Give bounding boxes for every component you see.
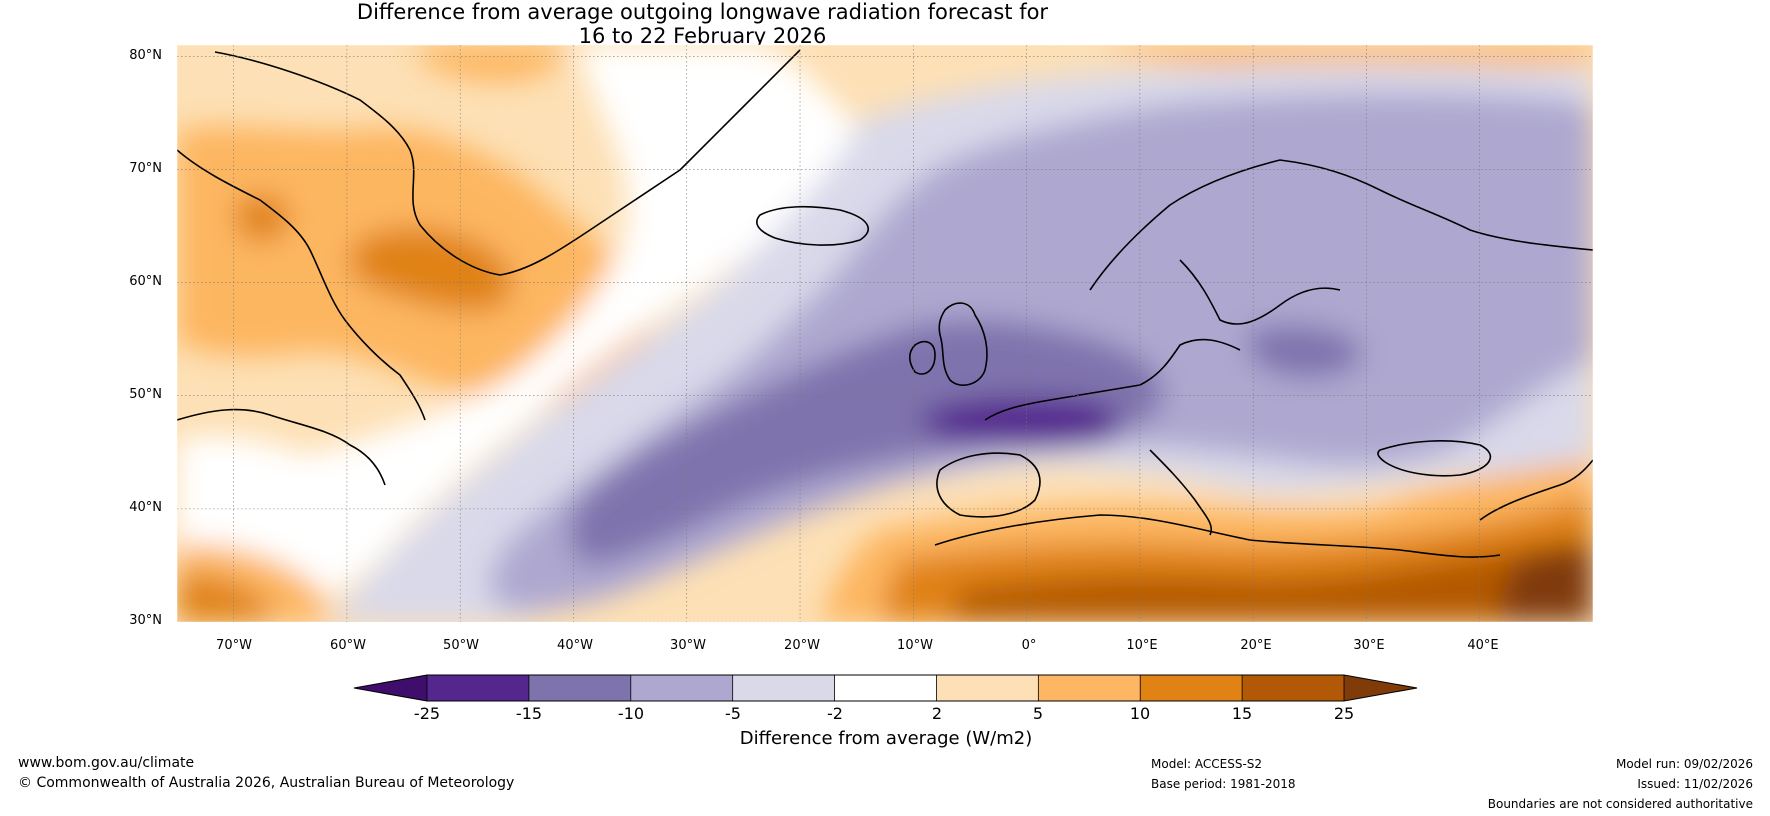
- coastline-baltic: [1179, 259, 1341, 325]
- coastline-scandinavia: [1089, 159, 1593, 291]
- anomaly-neutral-west: [177, 436, 338, 550]
- coastline-ireland: [908, 340, 936, 375]
- lat-label-40n: 40°N: [129, 500, 162, 515]
- title-line-2: 16 to 22 February 2026: [578, 24, 827, 48]
- coastline-baffin: [177, 149, 426, 421]
- lat-label-80n: 80°N: [129, 48, 162, 63]
- anomaly-neutral-band: [177, 45, 880, 622]
- colorbar-tick: 2: [931, 704, 943, 723]
- lon-label-40e: 40°E: [1467, 638, 1499, 653]
- lon-label-40w: 40°W: [557, 638, 593, 653]
- lon-label-70w: 70°W: [216, 638, 252, 653]
- colorbar-tick: -15: [515, 704, 543, 723]
- lon-label-0: 0°: [1021, 638, 1037, 653]
- title-line-1: Difference from average outgoing longwav…: [356, 0, 1049, 24]
- colorbar-segment: [936, 675, 1039, 701]
- anomaly-positive-5-10-arctic: [420, 45, 563, 82]
- colorbar-tick: 10: [1129, 704, 1151, 723]
- footer-copyright: © Commonwealth of Australia 2026, Austra…: [18, 775, 515, 791]
- lon-label-10w: 10°W: [897, 638, 933, 653]
- anomaly-positive-25plus-arabia: [1500, 545, 1593, 622]
- colorbar-extend-high: [1344, 675, 1417, 701]
- coastline-british-isles: [938, 302, 988, 386]
- footer-base-period: Base period: 1981-2018: [1151, 777, 1296, 791]
- footer-model-run: Model run: 09/02/2026: [1615, 757, 1753, 771]
- coastline-iceland: [756, 205, 869, 246]
- colorbar-segment: [528, 675, 632, 701]
- lon-label-30w: 30°W: [670, 638, 706, 653]
- anomaly-positive-10-15-greenland: [349, 227, 513, 311]
- coastlines: [177, 49, 1593, 558]
- colorbar-segment: [1242, 675, 1345, 701]
- colorbar-label: Difference from average (W/m2): [739, 728, 1033, 749]
- colorbar-tick: 25: [1333, 704, 1355, 723]
- map-title: Difference from average outgoing longwav…: [0, 0, 1405, 48]
- colorbar-segment: [1038, 675, 1141, 701]
- colorbar-tick: 5: [1032, 704, 1044, 723]
- colorbar-tick: 15: [1231, 704, 1253, 723]
- footer-model: Model: ACCESS-S2: [1151, 757, 1263, 771]
- lat-label-50n: 50°N: [129, 387, 162, 402]
- colorbar-tick: -10: [617, 704, 645, 723]
- coastline-italy: [1149, 449, 1213, 536]
- lat-label-30n: 30°N: [129, 613, 162, 628]
- colorbar-tick: -2: [827, 704, 843, 723]
- anomaly-negative-10-15-poland: [1247, 325, 1362, 379]
- anomaly-positive-10-15-southwest: [177, 574, 270, 622]
- map-frame: [176, 44, 1594, 623]
- colorbar-tick: -5: [725, 704, 741, 723]
- coastline-north-africa: [934, 514, 1501, 558]
- lon-label-30e: 30°E: [1353, 638, 1385, 653]
- coastline-black-sea: [1377, 440, 1492, 477]
- map-panel: [177, 45, 1593, 622]
- lon-label-60w: 60°W: [330, 638, 366, 653]
- graticule: [177, 45, 1593, 622]
- colorbar-segment: [630, 675, 734, 701]
- coastline-labrador: [177, 408, 386, 486]
- colorbar: [353, 674, 1418, 702]
- colorbar-segment: [732, 675, 836, 701]
- footer-disclaimer: Boundaries are not considered authoritat…: [1487, 797, 1753, 811]
- anomaly-field: [177, 45, 1593, 622]
- lat-label-70n: 70°N: [129, 161, 162, 176]
- colorbar-segment: [427, 675, 530, 701]
- lon-label-20w: 20°W: [784, 638, 820, 653]
- colorbar-segment: [834, 675, 937, 701]
- anomaly-negative-10-15: [569, 319, 1164, 565]
- colorbar-tick: -25: [413, 704, 441, 723]
- lon-label-50w: 50°W: [443, 638, 479, 653]
- colorbar-segment: [1140, 675, 1243, 701]
- anomaly-positive-10-15-baffin: [235, 195, 290, 242]
- coastline-greenland: [214, 49, 801, 276]
- footer-website[interactable]: www.bom.gov.au/climate: [18, 755, 195, 771]
- coastline-iberia: [936, 452, 1041, 518]
- lat-label-60n: 60°N: [129, 274, 162, 289]
- lon-label-20e: 20°E: [1240, 638, 1272, 653]
- anomaly-positive-15-25-libya: [950, 540, 1593, 622]
- anomaly-negative-15-25-france: [920, 397, 1120, 448]
- footer-issued: Issued: 11/02/2026: [1637, 777, 1753, 791]
- lon-label-10e: 10°E: [1126, 638, 1158, 653]
- colorbar-extend-low: [354, 675, 427, 701]
